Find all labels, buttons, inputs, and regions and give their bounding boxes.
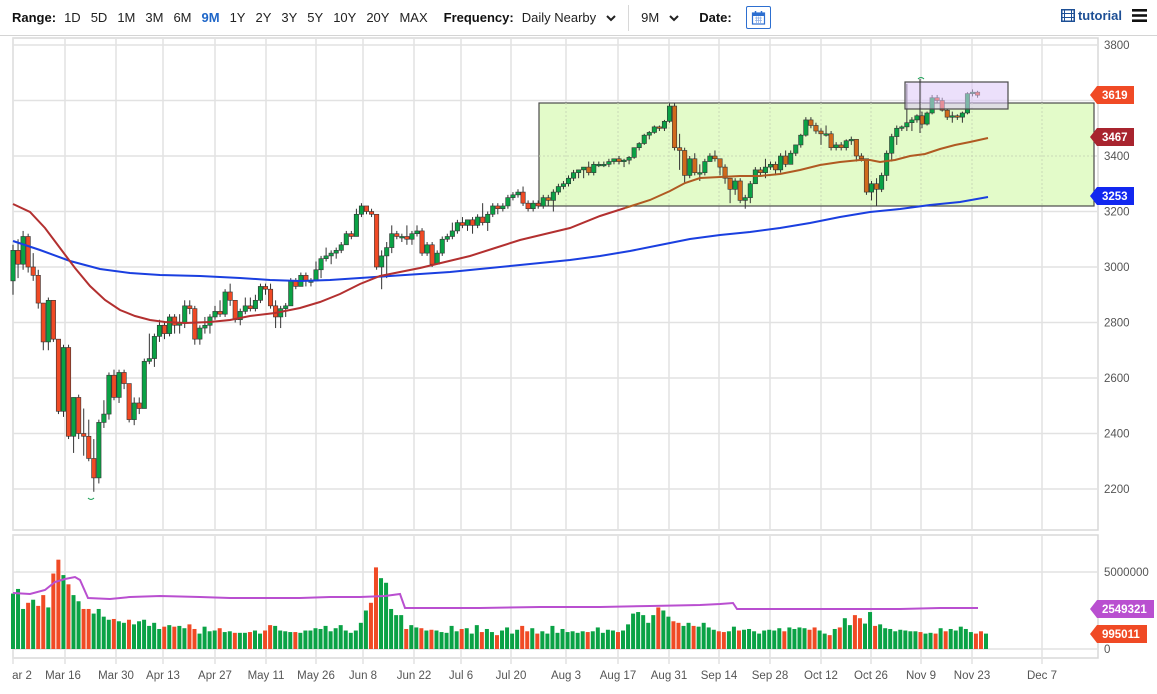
toolbar-divider: [628, 4, 630, 31]
svg-text:3619: 3619: [1102, 90, 1128, 102]
range-annotations: [538, 102, 1095, 207]
range-option-3m[interactable]: 3M: [145, 10, 164, 25]
svg-text:2800: 2800: [1104, 318, 1130, 330]
svg-text:May 26: May 26: [297, 670, 335, 682]
svg-text:Sep 14: Sep 14: [701, 670, 738, 682]
chevron-down-icon: [606, 14, 616, 21]
svg-text:5000000: 5000000: [1104, 567, 1149, 579]
tutorial-label: tutorial: [1077, 8, 1122, 23]
svg-text:Jul 20: Jul 20: [496, 670, 527, 682]
moving-average-lines: [12, 137, 989, 325]
svg-text:Aug 17: Aug 17: [600, 670, 636, 682]
period-dropdown[interactable]: 9M: [641, 10, 679, 25]
svg-text:Apr 13: Apr 13: [146, 670, 180, 682]
range-option-5d[interactable]: 5D: [90, 10, 108, 25]
svg-text:Apr 27: Apr 27: [198, 670, 232, 682]
price-volume-chart[interactable]: 3800 3400 3200 3000 2800 2600 2400 2200 5000000 0…: [0, 37, 1157, 694]
frequency-dropdown[interactable]: Daily Nearby: [522, 10, 616, 25]
svg-text:Nov 23: Nov 23: [954, 670, 990, 682]
breakout-annotation: [904, 79, 1009, 133]
svg-text:3400: 3400: [1104, 151, 1130, 163]
range-option-1y[interactable]: 1Y: [229, 10, 246, 25]
candlestick-series: [10, 77, 981, 500]
range-option-5y[interactable]: 5Y: [307, 10, 324, 25]
svg-text:3253: 3253: [1102, 191, 1128, 203]
frequency-label: Frequency:: [443, 10, 514, 25]
film-icon: [1060, 9, 1075, 22]
hamburger-menu-icon[interactable]: [1132, 9, 1147, 22]
svg-text:3000: 3000: [1104, 262, 1130, 274]
tutorial-link[interactable]: tutorial: [1060, 8, 1122, 23]
frequency-selector: Frequency: Daily Nearby 9M Date:: [443, 4, 771, 31]
chart-axes: 3800 3400 3200 3000 2800 2600 2400 2200 5000000 0…: [12, 40, 1149, 682]
chevron-down-icon: [669, 14, 679, 21]
range-option-1m[interactable]: 1M: [117, 10, 136, 25]
range-selector: Range: 1D 5D 1M 3M 6M 9M 1Y 2Y 3Y 5Y 10Y 20Y MAX: [12, 10, 438, 25]
date-picker-button[interactable]: [745, 6, 771, 29]
range-option-10y[interactable]: 10Y: [333, 10, 357, 25]
svg-text:ar 2: ar 2: [12, 670, 32, 682]
svg-text:2549321: 2549321: [1102, 604, 1147, 616]
svg-text:2400: 2400: [1104, 429, 1130, 441]
range-label: Range:: [12, 10, 57, 25]
toolbar-right: tutorial: [1060, 8, 1147, 23]
date-label: Date:: [699, 10, 732, 25]
svg-text:May 11: May 11: [248, 670, 285, 682]
svg-text:Mar 16: Mar 16: [45, 670, 81, 682]
range-option-1d[interactable]: 1D: [64, 10, 81, 25]
value-tags: 3619 3467 3253 2549321 995011: [1090, 86, 1154, 643]
svg-text:Jul 6: Jul 6: [449, 670, 473, 682]
svg-text:Aug 31: Aug 31: [651, 670, 687, 682]
range-option-3y[interactable]: 3Y: [281, 10, 298, 25]
svg-text:Jun 22: Jun 22: [397, 670, 432, 682]
period-value: 9M: [641, 10, 660, 25]
svg-text:3800: 3800: [1104, 40, 1130, 52]
svg-text:0: 0: [1104, 644, 1110, 656]
svg-text:2200: 2200: [1104, 484, 1130, 496]
volume-series: [11, 559, 988, 649]
svg-text:Aug 3: Aug 3: [551, 670, 581, 682]
svg-text:2600: 2600: [1104, 373, 1130, 385]
svg-text:Mar 30: Mar 30: [98, 670, 134, 682]
svg-text:Oct 26: Oct 26: [854, 670, 888, 682]
svg-text:Nov 9: Nov 9: [906, 670, 936, 682]
svg-text:Jun 8: Jun 8: [349, 670, 377, 682]
range-option-max[interactable]: MAX: [399, 10, 428, 25]
svg-text:Sep 28: Sep 28: [752, 670, 788, 682]
range-option-9m[interactable]: 9M: [201, 10, 220, 25]
range-option-6m[interactable]: 6M: [173, 10, 192, 25]
range-options: 1D 5D 1M 3M 6M 9M 1Y 2Y 3Y 5Y 10Y 20Y MAX: [64, 10, 438, 25]
frequency-value: Daily Nearby: [521, 10, 597, 25]
range-option-20y[interactable]: 20Y: [366, 10, 390, 25]
chart-toolbar: Range: 1D 5D 1M 3M 6M 9M 1Y 2Y 3Y 5Y 10Y 20Y MAX Fre…: [0, 0, 1157, 36]
range-option-2y[interactable]: 2Y: [255, 10, 272, 25]
svg-text:3467: 3467: [1102, 132, 1128, 144]
svg-text:995011: 995011: [1102, 629, 1140, 641]
svg-text:Oct 12: Oct 12: [804, 670, 838, 682]
calendar-icon: [751, 11, 765, 25]
svg-text:Dec 7: Dec 7: [1027, 670, 1057, 682]
svg-text:3200: 3200: [1104, 207, 1130, 219]
